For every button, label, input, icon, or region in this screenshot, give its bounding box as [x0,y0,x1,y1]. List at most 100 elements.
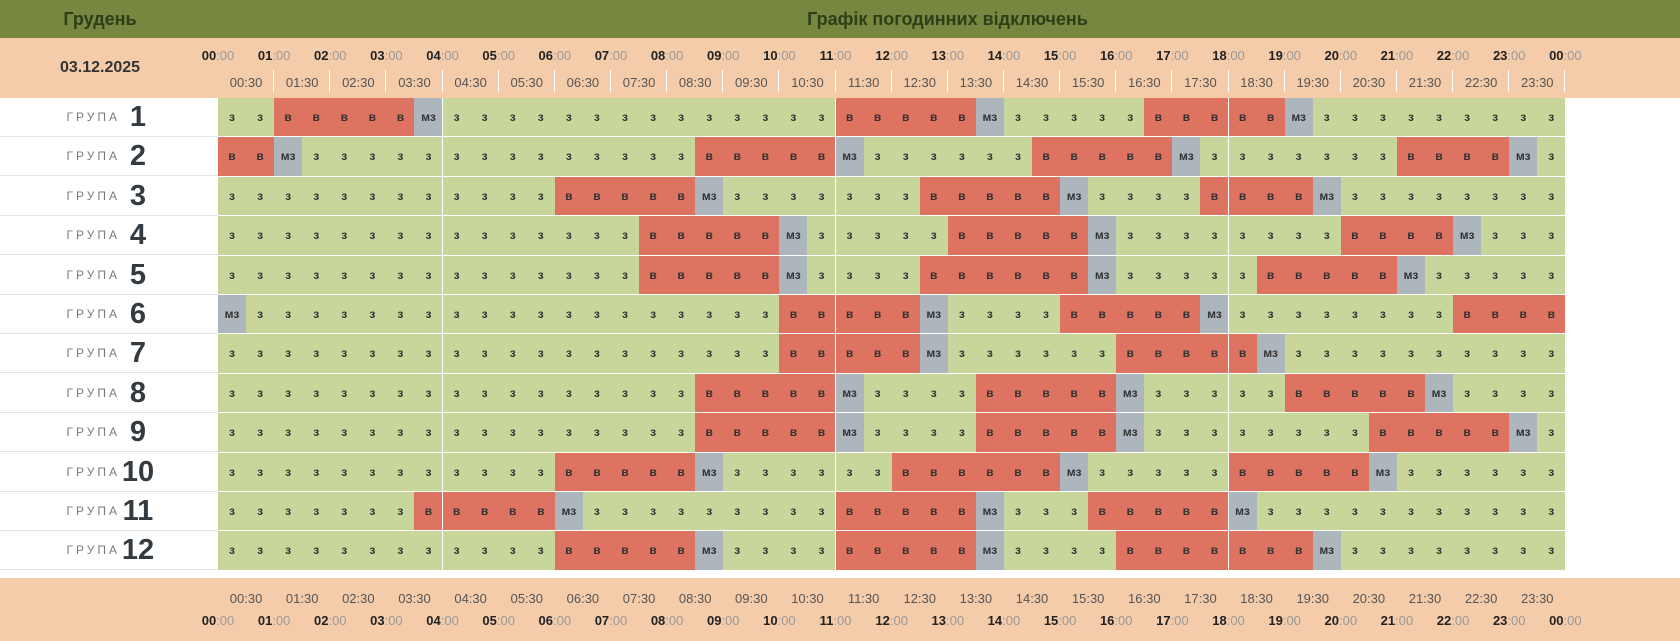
half-hour-label-top: 16:30 [1128,75,1161,90]
slot-maybe-off: мз [695,452,725,492]
slot-off: в [947,216,977,256]
slot-maybe-off: мз [695,176,725,217]
slot-on: з [1425,334,1454,374]
slot-on: з [1509,98,1539,138]
slot-on: з [1368,137,1398,177]
hour-label-bottom: 12:00 [875,613,908,628]
slot-off: в [1284,176,1314,217]
slot-off: в [582,452,612,492]
half-hour-label-top: 20:30 [1352,75,1386,90]
slot-on: з [1228,295,1258,335]
slot-on: з [1284,492,1314,532]
slot-on: з [751,492,781,532]
slot-on: з [554,137,584,177]
slot-off: в [1144,492,1174,532]
half-hour-label-bottom: 04:30 [454,591,487,606]
hour-label-top: 07:00 [594,48,628,63]
slot-on: з [1537,176,1567,217]
slot-maybe-off: мз [1509,137,1539,177]
group-number: 9 [129,416,147,449]
group-row-header: ГРУПА 6 [0,295,218,334]
slot-on: з [695,334,725,374]
slot-on: з [695,295,725,335]
slot-off: в [975,373,1005,414]
slot-off: в [695,255,725,295]
slot-on: з [274,255,304,295]
hour-label-bottom: 00:00 [1549,613,1582,628]
slot-off: в [947,531,977,571]
slot-on: з [330,492,360,532]
slot-off: в [723,255,753,295]
slot-on: з [386,334,416,374]
slot-on: з [1228,255,1258,295]
hour-label-bottom: 01:00 [257,613,291,628]
slot-on: з [526,373,556,414]
slot-on: з [1509,176,1539,217]
slot-on: з [1312,413,1342,453]
slot-on: з [947,373,977,414]
slot-on: з [274,492,304,532]
slot-off: в [1116,531,1146,571]
slot-on: з [470,413,500,453]
slot-on: з [442,295,472,335]
slot-on: з [1453,176,1483,217]
slot-on: з [1340,176,1370,217]
slot-on: з [1537,452,1567,492]
slot-off: в [807,413,837,453]
slot-on: з [1340,413,1370,453]
slot-off: в [1509,295,1539,335]
slot-on: з [414,137,444,177]
slot-on: з [835,255,865,295]
slot-on: з [442,373,472,414]
slot-on: з [302,137,332,177]
slot-on: з [218,216,247,256]
slot-maybe-off: мз [779,216,809,256]
slot-off: в [779,137,809,177]
slot-off: в [751,373,781,414]
slot-off: в [835,531,865,571]
slot-on: з [1368,98,1398,138]
slot-on: з [1425,492,1454,532]
slot-on: з [358,137,388,177]
slot-on: з [779,452,809,492]
group-label: ГРУПА [66,425,120,440]
half-hour-label-bottom: 05:30 [510,591,544,606]
slot-on: з [891,413,921,453]
slot-off: в [807,137,837,177]
slot-off: в [1340,452,1370,492]
slot-off: в [751,216,781,256]
half-hour-label-top: 09:30 [735,75,768,90]
slot-off: в [1200,531,1230,571]
slot-on: з [751,176,781,217]
slot-on: з [1481,492,1511,532]
slot-off: в [1256,531,1286,571]
half-hour-label-bottom: 02:30 [342,591,375,606]
slot-off: в [667,176,697,217]
slot-on: з [246,98,276,138]
group-label: ГРУПА [66,267,120,282]
slot-on: з [975,295,1005,335]
slot-off: в [610,176,640,217]
slot-on: з [1368,176,1398,217]
slot-off: в [975,176,1005,217]
slot-on: з [582,216,612,256]
slot-on: з [246,531,276,571]
slot-off: в [807,373,837,414]
hour-label-bottom: 17:00 [1156,613,1189,628]
slot-on: з [891,137,921,177]
slot-off: в [1481,295,1511,335]
slot-off: в [386,98,416,138]
hour-label-top: 10:00 [763,48,796,63]
slot-on: з [526,295,556,335]
slot-on: з [470,373,500,414]
slot-on: з [807,531,837,571]
slot-maybe-off: мз [835,413,865,453]
slot-on: з [1088,452,1118,492]
slot-off: в [835,492,865,532]
slot-off: в [1060,137,1090,177]
slot-off: в [554,452,584,492]
hour-label-bottom: 23:00 [1492,613,1526,628]
slot-on: з [610,98,640,138]
hour-label-top: 21:00 [1380,48,1414,63]
slot-maybe-off: мз [1284,98,1314,138]
